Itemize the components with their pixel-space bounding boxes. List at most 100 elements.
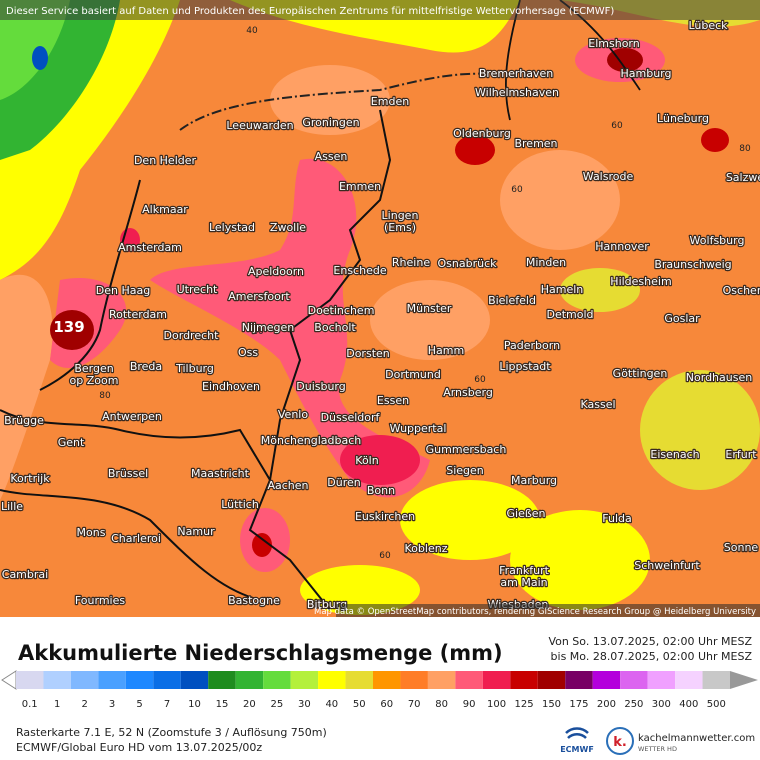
- city-label: Amsterdam: [118, 241, 182, 254]
- city-label: Goslar: [664, 312, 700, 325]
- city-label: Euskirchen: [355, 510, 415, 523]
- city-label: Salzwe: [726, 171, 760, 184]
- city-label: Maastricht: [191, 467, 250, 480]
- legend-swatch: [455, 671, 483, 689]
- city-label: Lippstadt: [499, 360, 551, 373]
- city-label: Namur: [177, 525, 215, 538]
- city-label: Doetinchem: [308, 304, 375, 317]
- legend-swatch: [427, 671, 456, 689]
- city-label: Düsseldorf: [321, 411, 381, 424]
- legend-swatch: [537, 671, 566, 689]
- legend-label: 500: [707, 699, 726, 710]
- city-label: Köln: [355, 454, 378, 467]
- city-label: Mons: [77, 526, 106, 539]
- legend-swatch: [208, 671, 236, 689]
- legend-swatch: [98, 671, 126, 689]
- city-label: Emmen: [339, 180, 381, 193]
- legend-swatch: [565, 671, 593, 689]
- contour-label: 60: [511, 185, 523, 195]
- city-label: Bastogne: [228, 594, 280, 607]
- legend-label: 400: [679, 699, 698, 710]
- period-start: Von So. 13.07.2025, 02:00 Uhr MESZ: [548, 635, 752, 648]
- city-label: (Ems): [384, 221, 416, 234]
- title: Akkumulierte Niederschlagsmenge (mm): [18, 641, 503, 665]
- legend-arrow-left: [1, 670, 17, 690]
- legend-label: 90: [463, 699, 476, 710]
- legend-label: 0.1: [22, 699, 38, 710]
- city-label: Mönchengladbach: [261, 434, 361, 447]
- city-label: Fulda: [602, 512, 631, 525]
- ecmwf-icon: [565, 727, 589, 739]
- legend-label: 175: [569, 699, 588, 710]
- city-label: Gießen: [506, 507, 545, 520]
- legend-label: 20: [243, 699, 256, 710]
- city-label: Amersfoort: [228, 290, 290, 303]
- city-label: Den Helder: [134, 154, 197, 167]
- legend-swatch: [235, 671, 264, 689]
- map: 40 60 80 60 80 60 80 60 Lübeck Elmshorn Hamburg Bre…: [0, 0, 760, 617]
- site-tagline: WETTER HD: [638, 745, 677, 753]
- city-label: Bielefeld: [488, 294, 536, 307]
- legend-label: 50: [353, 699, 366, 710]
- legend-swatch: [510, 671, 538, 689]
- city-label: Utrecht: [177, 283, 218, 296]
- contour-label: 80: [739, 144, 751, 154]
- city-label: Leeuwarden: [226, 119, 293, 132]
- city-label: Bocholt: [314, 321, 356, 334]
- city-label: Kortrijk: [10, 472, 50, 485]
- legend-label: 30: [298, 699, 311, 710]
- city-label: Dorsten: [346, 347, 390, 360]
- legend-label: 25: [271, 699, 284, 710]
- city-label: Breda: [130, 360, 162, 373]
- legend-swatch: [263, 671, 291, 689]
- city-label: Gummersbach: [426, 443, 507, 456]
- city-label: Detmold: [546, 308, 593, 321]
- city-label: Dordrecht: [164, 329, 220, 342]
- legend-swatch: [125, 671, 154, 689]
- legend-swatch: [180, 671, 209, 689]
- site-icon: [606, 727, 634, 755]
- city-label: Eindhoven: [202, 380, 260, 393]
- city-label: Lille: [1, 500, 23, 513]
- city-label: Hamm: [428, 344, 464, 357]
- legend-label: 3: [109, 699, 115, 710]
- city-label: Osnabrück: [438, 257, 498, 270]
- city-label: Brüssel: [108, 467, 148, 480]
- legend-label: 5: [136, 699, 142, 710]
- footer-model: ECMWF/Global Euro HD vom 13.07.2025/00z: [16, 741, 262, 754]
- contour-label: 80: [252, 327, 264, 337]
- legend-swatch: [675, 671, 703, 689]
- period-end: bis Mo. 28.07.2025, 02:00 Uhr MESZ: [551, 650, 753, 663]
- city-label: Hamburg: [621, 67, 672, 80]
- city-label: Hildesheim: [610, 275, 671, 288]
- city-label: Aachen: [267, 479, 308, 492]
- site-logo: kachelmannwetter.com: [638, 733, 755, 744]
- legend-label: 40: [325, 699, 338, 710]
- legend-label: 70: [408, 699, 421, 710]
- legend-label: 1: [54, 699, 60, 710]
- city-label: Wilhelmshaven: [475, 86, 559, 99]
- city-label: Lelystad: [209, 221, 255, 234]
- city-label: am Main: [500, 576, 547, 589]
- city-label: Schweinfurt: [634, 559, 700, 572]
- legend-label: 125: [514, 699, 533, 710]
- city-label: Zwolle: [270, 221, 306, 234]
- city-label: Frankfurt: [499, 564, 549, 577]
- city-label: Dortmund: [385, 368, 441, 381]
- city-label: op Zoom: [70, 374, 119, 387]
- legend-arrow-right: [730, 671, 758, 689]
- city-label: Lingen: [382, 209, 419, 222]
- city-label: Wolfsburg: [690, 234, 745, 247]
- legend-label: 200: [597, 699, 616, 710]
- city-label: Apeldoorn: [248, 265, 304, 278]
- city-label: Koblenz: [405, 542, 448, 555]
- legend-label: 100: [487, 699, 506, 710]
- contour-label: 60: [379, 551, 391, 561]
- legend-swatch: [153, 671, 181, 689]
- contour-label: 60: [474, 375, 486, 385]
- city-label: Nijmegen: [242, 321, 295, 334]
- city-label: Charleroi: [111, 532, 161, 545]
- legend-swatch: [400, 671, 428, 689]
- legend-label: 80: [435, 699, 448, 710]
